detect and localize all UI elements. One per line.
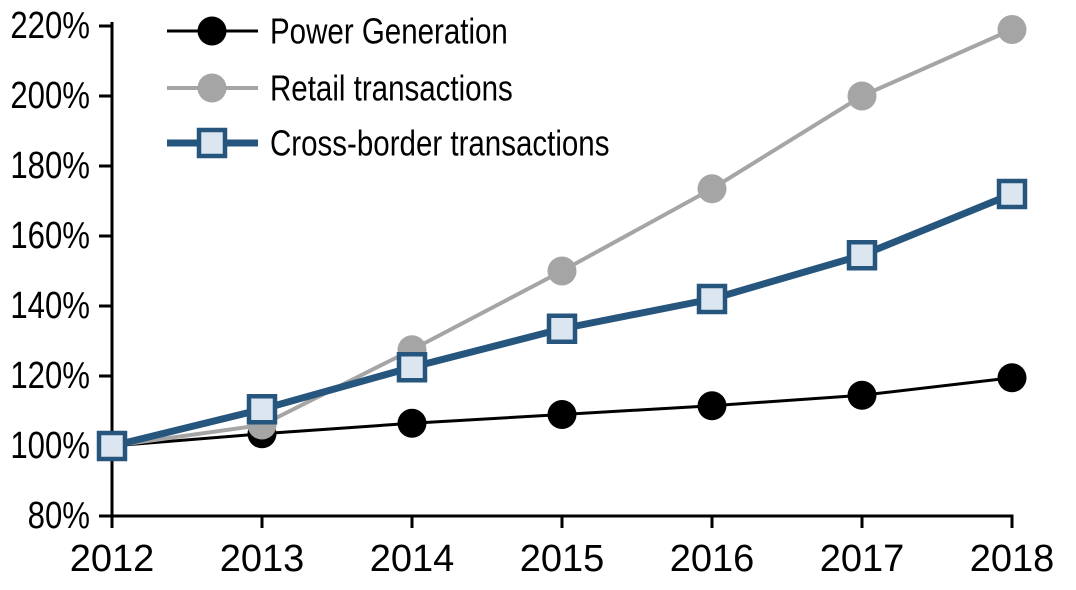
series-cross-border-transactions xyxy=(96,178,1028,462)
y-tick-label: 160% xyxy=(10,215,90,257)
marker-circle-power-generation xyxy=(847,380,877,410)
marker-circle-legend xyxy=(197,73,227,103)
marker-square-cross-border-transactions xyxy=(546,313,578,344)
y-tick-label: 100% xyxy=(10,425,90,467)
marker-circle-retail-transactions xyxy=(997,15,1027,44)
x-tick-label: 2018 xyxy=(970,538,1055,580)
marker-square-cross-border-transactions xyxy=(396,352,428,383)
marker-square-cross-border-transactions xyxy=(846,240,878,271)
legend-item: Power Generation xyxy=(167,11,508,51)
marker-circle-power-generation xyxy=(997,363,1027,393)
y-tick-label: 220% xyxy=(10,5,90,47)
x-axis-ticks: 2012 2013 2014 2015 2016 2017 2018 xyxy=(70,516,1055,580)
y-tick-label: 120% xyxy=(10,355,90,397)
x-tick-label: 2013 xyxy=(220,538,305,580)
x-tick-label: 2015 xyxy=(520,538,605,580)
marker-circle-retail-transactions xyxy=(547,256,577,286)
legend-label: Cross-border transactions xyxy=(270,123,609,163)
marker-circle-legend xyxy=(197,16,227,46)
marker-square-cross-border-transactions xyxy=(246,394,278,425)
legend-label: Retail transactions xyxy=(270,68,513,108)
y-tick-label: 200% xyxy=(10,75,90,117)
marker-square-legend xyxy=(196,127,228,159)
legend-item: Cross-border transactions xyxy=(167,123,609,163)
legend-label: Power Generation xyxy=(270,11,508,51)
marker-circle-power-generation xyxy=(397,408,427,438)
y-tick-label: 180% xyxy=(10,145,90,187)
marker-circle-retail-transactions xyxy=(847,81,877,111)
marker-square-cross-border-transactions xyxy=(996,178,1028,210)
x-tick-label: 2012 xyxy=(70,538,155,580)
x-tick-label: 2016 xyxy=(670,538,755,580)
legend-item: Retail transactions xyxy=(167,68,513,108)
legend: Power Generation Retail transactions Cross… xyxy=(167,11,609,163)
marker-square-cross-border-transactions xyxy=(96,430,128,462)
y-tick-label: 80% xyxy=(28,495,90,537)
y-tick-label: 140% xyxy=(10,285,90,327)
marker-circle-retail-transactions xyxy=(697,174,727,204)
x-tick-label: 2014 xyxy=(370,538,455,580)
y-axis-ticks: 220% 200% 180% 160% 140% 120% 100% 80% xyxy=(10,5,112,537)
x-tick-label: 2017 xyxy=(820,538,905,580)
marker-square-cross-border-transactions xyxy=(696,283,728,315)
marker-circle-power-generation xyxy=(697,391,727,421)
marker-circle-power-generation xyxy=(547,400,577,429)
